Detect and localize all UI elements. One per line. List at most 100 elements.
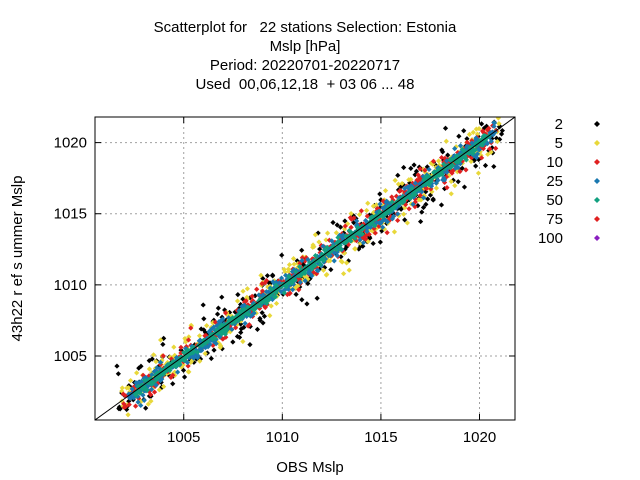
data-point bbox=[423, 173, 429, 180]
data-point bbox=[457, 168, 463, 175]
data-point bbox=[462, 154, 468, 160]
data-point bbox=[206, 328, 212, 335]
data-point bbox=[444, 185, 450, 191]
y-tick-label: 1010 bbox=[54, 277, 87, 294]
data-point bbox=[351, 215, 357, 221]
data-point bbox=[257, 296, 264, 302]
data-point bbox=[267, 292, 273, 299]
data-point bbox=[314, 265, 320, 271]
data-point bbox=[298, 267, 304, 273]
data-point bbox=[356, 246, 362, 252]
data-point bbox=[136, 365, 142, 371]
data-point bbox=[428, 176, 434, 182]
data-point bbox=[238, 329, 244, 336]
data-point bbox=[236, 317, 242, 324]
data-point bbox=[170, 372, 176, 378]
data-point bbox=[348, 238, 354, 244]
data-point bbox=[491, 163, 497, 170]
data-point bbox=[410, 201, 416, 207]
data-point bbox=[147, 378, 153, 384]
data-point bbox=[150, 380, 156, 386]
data-point bbox=[242, 299, 248, 305]
data-point bbox=[308, 263, 314, 269]
data-point bbox=[176, 360, 183, 366]
data-point bbox=[116, 404, 123, 410]
data-point bbox=[126, 402, 132, 408]
data-point bbox=[422, 167, 428, 173]
data-point bbox=[466, 131, 473, 137]
data-point bbox=[285, 280, 291, 286]
data-point bbox=[397, 200, 403, 206]
data-point bbox=[262, 304, 268, 311]
data-point bbox=[134, 370, 140, 376]
data-point bbox=[214, 330, 220, 337]
data-point bbox=[435, 165, 441, 171]
data-point bbox=[192, 352, 198, 358]
data-point bbox=[246, 311, 252, 318]
data-point bbox=[281, 266, 287, 273]
data-point bbox=[153, 358, 159, 365]
data-point bbox=[448, 191, 454, 197]
data-point bbox=[402, 196, 408, 202]
data-point bbox=[382, 188, 389, 194]
data-point bbox=[456, 166, 463, 172]
data-point bbox=[314, 258, 321, 264]
data-point bbox=[326, 237, 332, 243]
data-point bbox=[377, 201, 383, 207]
data-point bbox=[210, 342, 216, 349]
data-point bbox=[458, 154, 464, 160]
legend-label: 2 bbox=[555, 116, 563, 133]
data-point bbox=[406, 206, 412, 212]
data-point bbox=[307, 275, 313, 282]
data-point bbox=[279, 252, 285, 258]
data-point bbox=[478, 152, 484, 159]
data-point bbox=[234, 333, 241, 340]
data-point bbox=[317, 246, 323, 252]
data-point bbox=[303, 255, 309, 261]
data-point bbox=[161, 384, 167, 390]
data-point bbox=[447, 157, 453, 163]
data-point bbox=[436, 166, 442, 173]
data-point bbox=[475, 146, 482, 152]
data-point bbox=[346, 228, 352, 234]
data-point bbox=[354, 218, 360, 224]
data-point bbox=[186, 334, 192, 340]
legend-marker bbox=[594, 216, 600, 222]
data-point bbox=[351, 231, 357, 238]
data-point bbox=[330, 219, 336, 226]
data-point bbox=[415, 202, 421, 209]
data-point bbox=[470, 129, 476, 135]
data-point bbox=[327, 249, 333, 255]
data-point bbox=[350, 212, 356, 219]
data-point bbox=[334, 247, 340, 253]
data-point bbox=[413, 168, 420, 174]
data-point bbox=[406, 189, 412, 196]
data-point bbox=[360, 240, 367, 246]
data-point bbox=[153, 382, 159, 388]
data-point bbox=[127, 395, 133, 401]
legend-marker bbox=[594, 121, 600, 127]
data-point bbox=[465, 141, 471, 147]
data-point bbox=[481, 136, 487, 142]
legend-marker bbox=[594, 197, 600, 203]
data-point bbox=[256, 292, 262, 298]
data-point bbox=[398, 188, 404, 194]
x-tick-label: 1005 bbox=[167, 429, 200, 446]
data-point bbox=[257, 317, 263, 323]
chart-title-line-3: Period: 20220701-20220717 bbox=[209, 57, 401, 74]
data-point bbox=[299, 271, 306, 277]
data-point bbox=[293, 291, 299, 297]
data-point bbox=[471, 157, 477, 163]
data-point bbox=[294, 265, 300, 271]
data-point bbox=[140, 372, 146, 378]
data-point bbox=[146, 393, 153, 399]
data-point bbox=[250, 300, 256, 307]
data-point bbox=[305, 276, 311, 282]
data-point bbox=[423, 201, 429, 208]
data-point bbox=[197, 356, 204, 362]
data-point bbox=[191, 355, 197, 361]
data-point bbox=[273, 300, 280, 307]
data-point bbox=[499, 127, 505, 134]
data-point bbox=[197, 346, 203, 352]
data-point bbox=[266, 297, 272, 303]
